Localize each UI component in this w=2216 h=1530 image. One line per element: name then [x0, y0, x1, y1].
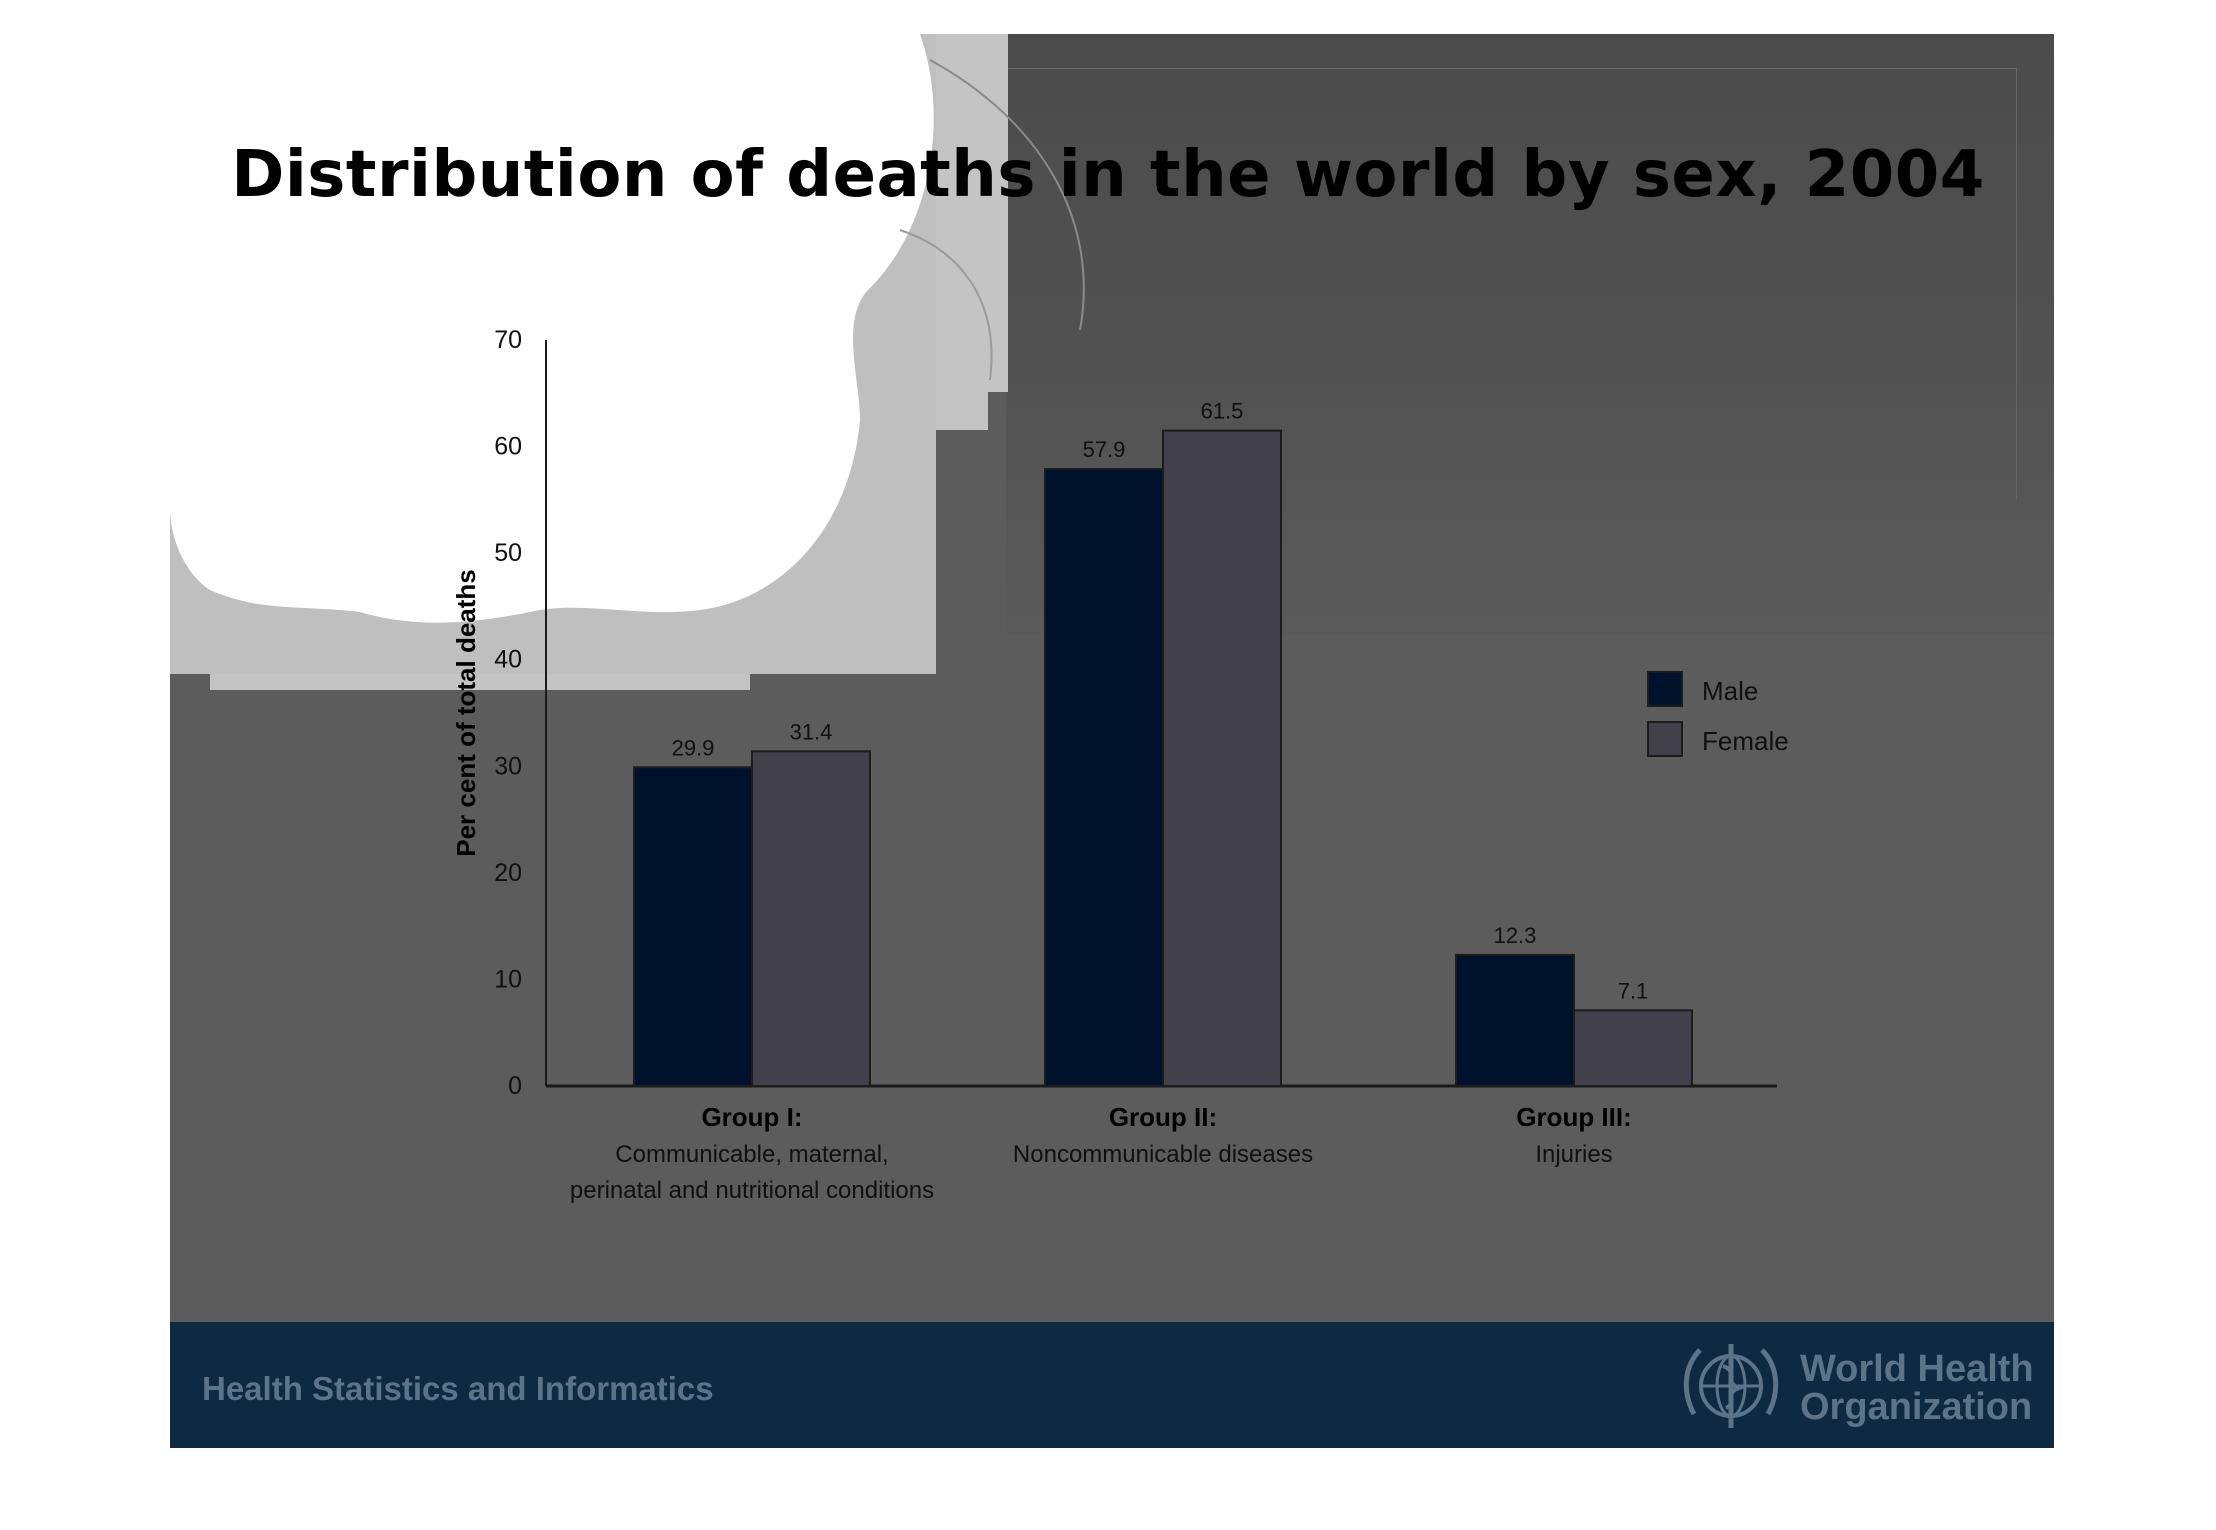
who-emblem-icon — [1683, 1344, 1779, 1428]
globe-arc — [929, 59, 1085, 331]
globe-arc — [899, 229, 993, 381]
legend-label-male: Male — [1702, 676, 1758, 706]
y-tick-label: 70 — [494, 326, 522, 354]
data-label: 57.9 — [1083, 437, 1126, 462]
slide-background — [170, 34, 2054, 1448]
category-description: Injuries — [1535, 1141, 1612, 1168]
bar-female — [1573, 1009, 1693, 1087]
bar-male — [1455, 953, 1575, 1087]
data-label: 12.3 — [1494, 923, 1537, 948]
y-tick-label: 30 — [494, 752, 522, 780]
y-tick-label: 10 — [494, 965, 522, 993]
overlay-grey-lip — [210, 674, 750, 690]
data-label: 29.9 — [672, 735, 715, 760]
frame-line — [1006, 68, 2017, 499]
footer-department-label: Health Statistics and Informatics — [202, 1370, 714, 1407]
category-group-label: Group II: — [1109, 1102, 1217, 1132]
who-name-line-2: Organization — [1800, 1386, 2033, 1428]
who-name-line-1: World Health — [1800, 1348, 2034, 1390]
y-tick-label: 0 — [508, 1072, 522, 1100]
y-tick-label: 40 — [494, 646, 522, 674]
category-description: Noncommunicable diseases — [1013, 1141, 1313, 1168]
overlay-grey-strip — [936, 34, 1008, 392]
page-title: Distribution of deaths in the world by s… — [231, 138, 1985, 212]
legend-swatch-male — [1647, 671, 1683, 707]
bar-male — [633, 766, 753, 1087]
legend-swatch-female — [1647, 721, 1683, 757]
data-label: 31.4 — [790, 719, 833, 744]
data-label: 61.5 — [1201, 399, 1244, 424]
bar-male — [1044, 467, 1164, 1087]
category-group-label: Group I: — [701, 1102, 802, 1132]
bar-female — [751, 750, 871, 1087]
white-cloud-shape — [170, 34, 934, 623]
footer-bar: Health Statistics and Informatics World … — [170, 1322, 2054, 1448]
overlay-grey-notch — [936, 392, 988, 430]
category-description: Communicable, maternal, — [615, 1141, 888, 1168]
data-label: 7.1 — [1618, 978, 1649, 1003]
category-description: perinatal and nutritional conditions — [570, 1177, 934, 1204]
legend-label-female: Female — [1702, 726, 1789, 756]
who-name: World Health Organization — [1800, 1350, 2034, 1426]
category-group-label: Group III: — [1516, 1102, 1632, 1132]
bar-female — [1162, 429, 1282, 1088]
y-tick-label: 60 — [494, 433, 522, 461]
y-tick-label: 50 — [494, 539, 522, 567]
y-tick-label: 20 — [494, 859, 522, 887]
y-axis-title: Per cent of total deaths — [451, 569, 481, 857]
